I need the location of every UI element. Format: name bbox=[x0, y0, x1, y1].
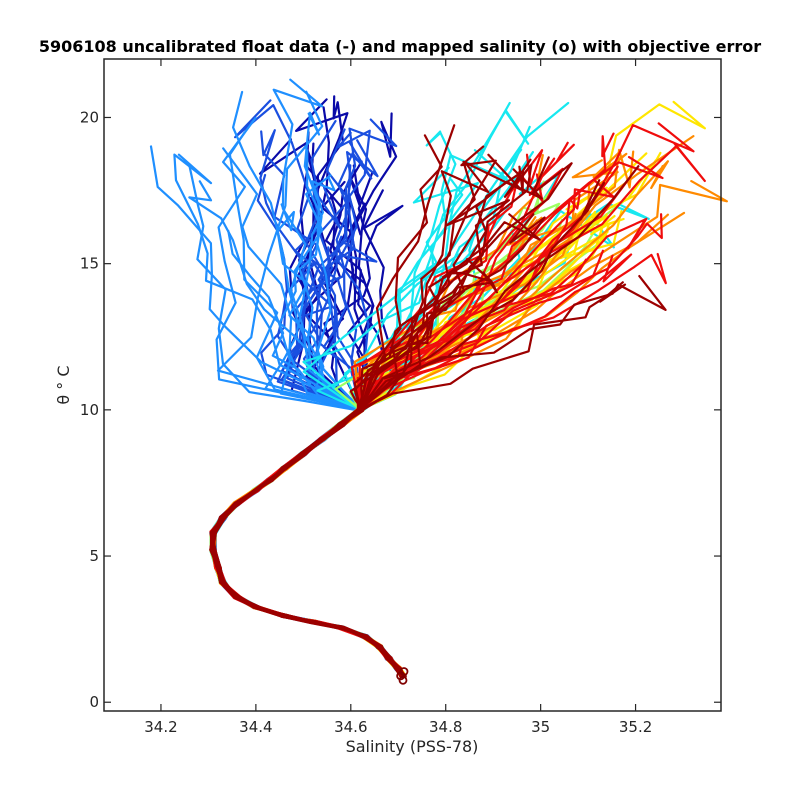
x-tick-label: 34.6 bbox=[334, 718, 367, 736]
y-axis-label: θ ° C bbox=[54, 365, 73, 404]
axes-box bbox=[103, 58, 722, 712]
x-tick-label: 34.4 bbox=[239, 718, 272, 736]
x-tick-label: 34.2 bbox=[144, 718, 177, 736]
chart-title: 5906108 uncalibrated float data (-) and … bbox=[39, 37, 761, 56]
y-tick-label: 20 bbox=[80, 108, 99, 126]
y-tick-label: 15 bbox=[80, 255, 99, 273]
mapped-salinity-marker bbox=[398, 675, 408, 685]
x-tick-label: 35.2 bbox=[619, 718, 652, 736]
y-tick-label: 0 bbox=[89, 693, 99, 711]
x-tick-label: 35 bbox=[531, 718, 550, 736]
ticks-layer: 34.2 34.4 34.6 34.8 35 35.2 0 5 10 15 20 bbox=[80, 59, 721, 736]
profiles-layer bbox=[149, 78, 728, 679]
mapped-salinity-marker bbox=[399, 667, 409, 676]
profile-line bbox=[209, 168, 543, 677]
y-tick-label: 10 bbox=[80, 401, 99, 419]
x-tick-label: 34.8 bbox=[429, 718, 462, 736]
x-axis-label: Salinity (PSS-78) bbox=[346, 737, 479, 756]
markers-layer bbox=[396, 667, 409, 685]
y-tick-label: 5 bbox=[89, 547, 99, 565]
